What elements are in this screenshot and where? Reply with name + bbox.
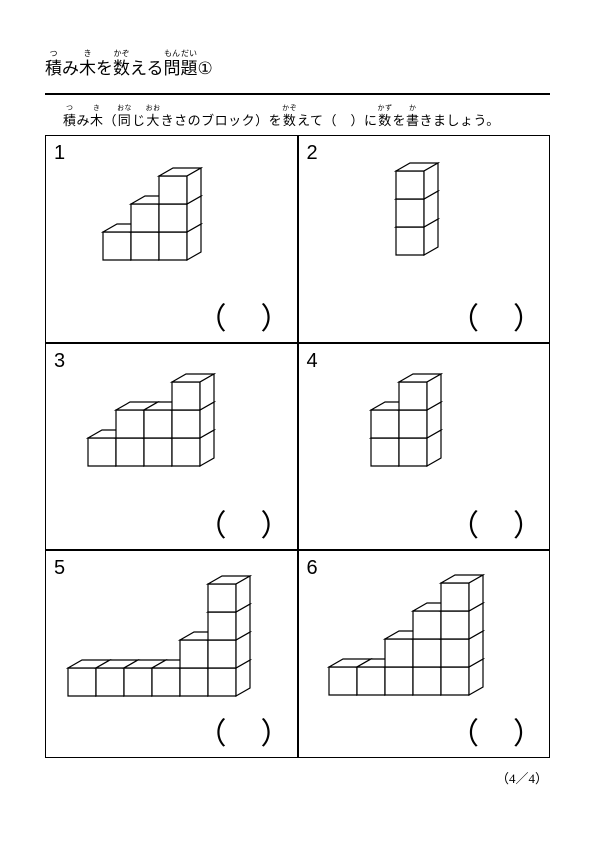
answer-paren-close: ） (261, 294, 291, 338)
answer-paren-close: ） (261, 709, 291, 753)
answer-paren-open: （ (449, 709, 479, 753)
problem-number: 2 (307, 142, 318, 165)
cube-diagram (369, 372, 443, 468)
problem-number: 5 (54, 557, 65, 580)
answer-paren-close: ） (513, 294, 543, 338)
cube-diagram (394, 161, 440, 257)
problem-number: 3 (54, 350, 65, 373)
problem-cell-3: 3 （ ） (46, 343, 298, 550)
problem-number: 4 (307, 350, 318, 373)
answer-paren-close: ） (261, 501, 291, 545)
answer-paren-open: （ (197, 294, 227, 338)
answer-paren-close: ） (513, 709, 543, 753)
problem-cell-1: 1 （ ） (46, 136, 298, 343)
answer-paren-open: （ (449, 294, 479, 338)
instruction-text: つ積 みき木 （おな同 じおお大 きさのブロック）をかぞ数 えて（ ）にかず数 … (63, 105, 550, 129)
title-divider (45, 93, 550, 95)
problem-grid: 1 （ ） 2 （ ） 3 （ ） 4 （ ） 5 （ ） 6 （ ） (45, 135, 550, 758)
problem-cell-5: 5 （ ） (46, 550, 298, 757)
cube-diagram (86, 372, 216, 468)
problem-cell-4: 4 （ ） (298, 343, 550, 550)
answer-paren-open: （ (449, 501, 479, 545)
answer-paren-close: ） (513, 501, 543, 545)
problem-cell-2: 2 （ ） (298, 136, 550, 343)
cube-diagram (101, 166, 203, 262)
problem-number: 6 (307, 557, 318, 580)
answer-paren-open: （ (197, 501, 227, 545)
problem-cell-6: 6 （ ） (298, 550, 550, 757)
problem-number: 1 (54, 142, 65, 165)
cube-diagram (66, 574, 252, 698)
page-footer: （4／4） (45, 768, 550, 787)
worksheet-title: つ積 みき木 をかぞ数 えるもん問だい題 ① (45, 50, 550, 79)
cube-diagram (327, 573, 485, 697)
answer-paren-open: （ (197, 709, 227, 753)
